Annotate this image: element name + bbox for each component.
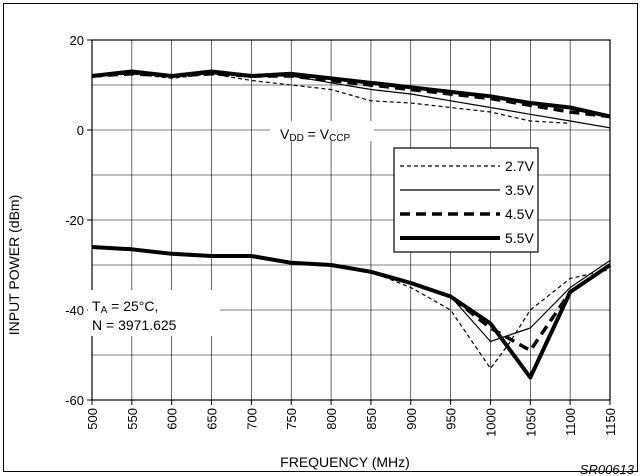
legend-label-5-5V: 5.5V xyxy=(505,230,534,246)
legend-box xyxy=(393,147,539,253)
x-tick-label-900: 900 xyxy=(404,408,419,430)
legend-title-bg xyxy=(270,121,374,141)
y-tick-label-20: 20 xyxy=(70,33,84,48)
y-tick-label--40: -40 xyxy=(65,303,84,318)
series-line-5-5V-upper xyxy=(91,69,611,119)
x-tick-label-950: 950 xyxy=(444,408,459,430)
x-tick-label-1050: 1050 xyxy=(523,408,538,437)
y-tick-label--60: -60 xyxy=(65,393,84,408)
x-tick-label-550: 550 xyxy=(125,408,140,430)
legend-label-3-5V: 3.5V xyxy=(505,182,534,198)
x-tick-label-800: 800 xyxy=(324,408,339,430)
annotation-line1: TA = 25°C, xyxy=(92,298,158,316)
series-line-5-5V-lower xyxy=(91,245,612,380)
legend-title-sub2: CCP xyxy=(329,133,350,144)
y-tick-label--20: -20 xyxy=(65,213,84,228)
annotation-t: T xyxy=(92,298,101,314)
x-tick-label-700: 700 xyxy=(244,408,259,430)
series-line-2-7V-upper xyxy=(91,73,571,124)
axis-ticks: 500 550 600 650 700 750 800 850 900 950 1000 1050 11… xyxy=(65,33,618,437)
annotation: TA = 25°C, N = 3971.625 xyxy=(88,290,220,336)
figure-id: SR00613 xyxy=(580,462,635,476)
y-tick-label-0: 0 xyxy=(77,123,84,138)
figure-frame xyxy=(3,3,638,472)
annotation-rest: = 25°C, xyxy=(107,298,158,314)
svg-text:VDD = VCCP: VDD = VCCP xyxy=(280,126,351,144)
y-axis-label: INPUT POWER (dBm) xyxy=(6,195,22,336)
x-tick-label-850: 850 xyxy=(364,408,379,430)
legend-title-eq: = V xyxy=(304,126,330,142)
legend-label-2-7V: 2.7V xyxy=(505,158,534,174)
annotation-line2: N = 3971.625 xyxy=(92,317,177,333)
x-tick-label-1000: 1000 xyxy=(483,408,498,437)
x-tick-label-500: 500 xyxy=(85,408,100,430)
x-tick-label-600: 600 xyxy=(165,408,180,430)
legend-title-v1: V xyxy=(280,126,290,142)
x-tick-label-750: 750 xyxy=(284,408,299,430)
legend-label-4-5V: 4.5V xyxy=(505,206,534,222)
x-axis-label: FREQUENCY (MHz) xyxy=(280,454,410,470)
x-tick-label-650: 650 xyxy=(205,408,220,430)
legend-title: VDD = VCCP xyxy=(270,121,374,144)
legend-title-sub1: DD xyxy=(289,133,303,144)
x-tick-label-1150: 1150 xyxy=(603,408,618,436)
x-tick-label-1100: 1100 xyxy=(563,408,578,436)
legend: 2.7V 3.5V 4.5V 5.5V xyxy=(393,147,539,253)
annotation-bg xyxy=(88,290,220,336)
series-layer xyxy=(91,69,612,380)
annotation-sub: A xyxy=(101,305,108,316)
